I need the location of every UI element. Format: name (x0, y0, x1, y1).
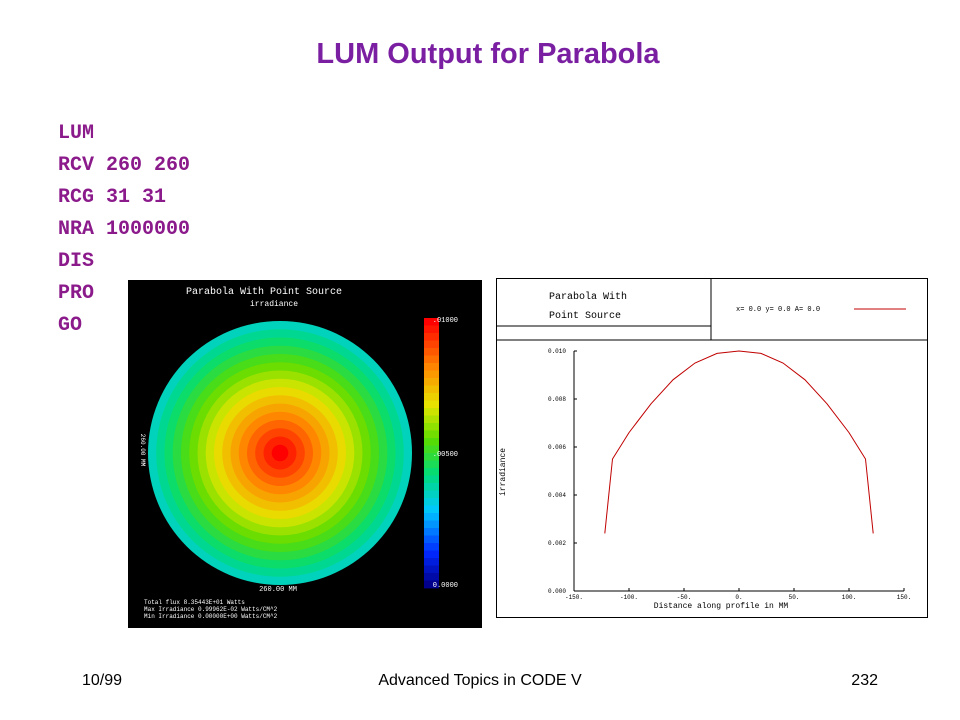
colorbar-tick: 0.0000 (433, 582, 458, 590)
colorbar-segment (424, 378, 439, 386)
colorbar-segment (424, 535, 439, 544)
x-tick-label: 100. (842, 594, 856, 601)
stat-line: Max Irradiance 0.99962E-02 Watts/CM^2 (144, 606, 278, 613)
profile-title-line: Parabola With (549, 291, 627, 303)
slide-title: LUM Output for Parabola (316, 38, 660, 70)
colorbar-segment (424, 325, 439, 334)
heatmap-title: Parabola With Point Source (186, 286, 342, 298)
colorbar-segment (424, 348, 439, 356)
colorbar-segment (424, 385, 439, 394)
colorbar-tick: .00500 (433, 451, 458, 459)
command-line: RCG 31 31 (58, 186, 167, 209)
heatmap-subtitle: irradiance (250, 300, 298, 309)
x-tick-label: 150. (897, 594, 911, 601)
footer-page-number: 232 (851, 672, 878, 689)
command-line: DIS (58, 250, 95, 273)
y-tick-label: 0.004 (548, 492, 566, 499)
colorbar-segment (424, 528, 439, 536)
colorbar-segment (424, 393, 439, 401)
colorbar-segment (424, 505, 439, 514)
colorbar-segment (424, 400, 439, 409)
profile-title-line: Point Source (549, 310, 621, 322)
colorbar-segment (424, 318, 439, 326)
x-tick-label: -50. (677, 594, 691, 601)
colorbar-segment (424, 520, 439, 529)
colorbar-segment (424, 550, 439, 559)
plot-ticks: -150. -100. -50. 0. 50. 100. 150. 0.000 0.002 0.0… (548, 348, 911, 601)
colorbar-tick: .01000 (433, 317, 458, 325)
y-tick-label: 0.010 (548, 348, 566, 355)
colorbar-segment (424, 460, 439, 469)
command-line: PRO (58, 282, 95, 305)
irradiance-ring (271, 444, 289, 462)
colorbar-segment (424, 468, 439, 476)
colorbar-segment (424, 445, 439, 454)
y-tick-label: 0.006 (548, 444, 566, 451)
x-tick-label: 0. (735, 594, 742, 601)
colorbar-segment (424, 483, 439, 491)
irradiance-map: Parabola With Point Source irradiance .0… (139, 286, 458, 620)
colorbar-segment (424, 423, 439, 431)
heatmap-x-label: 260.00 MM (259, 586, 297, 594)
profile-plot-panel: Parabola With Point Source x= 0.0 y= 0.0… (496, 278, 928, 618)
colorbar-segment (424, 490, 439, 499)
y-tick-label: 0.000 (548, 588, 566, 595)
profile-y-label: irradiance (499, 448, 508, 496)
colorbar-segment (424, 370, 439, 379)
colorbar-segment (424, 340, 439, 349)
colorbar-segment (424, 565, 439, 574)
footer-course: Advanced Topics in CODE V (378, 672, 582, 689)
x-tick-label: 50. (789, 594, 800, 601)
colorbar-segment (424, 498, 439, 506)
irradiance-map-panel: Parabola With Point Source irradiance .0… (128, 280, 482, 628)
x-tick-label: -150. (565, 594, 583, 601)
colorbar-segment (424, 438, 439, 446)
y-tick-label: 0.008 (548, 396, 566, 403)
heatmap-y-label: 260.00 MM (139, 434, 146, 467)
colorbar-segment (424, 453, 439, 461)
footer-date: 10/99 (82, 672, 123, 689)
colorbar-segment (424, 415, 439, 424)
series-line (604, 350, 874, 534)
colorbar-segment (424, 355, 439, 364)
command-line: RCV 260 260 (58, 154, 191, 177)
y-tick-label: 0.002 (548, 540, 566, 547)
colorbar-segment (424, 333, 439, 341)
colorbar-segment (424, 573, 439, 581)
colorbar-segment (424, 408, 439, 416)
x-tick-label: -100. (620, 594, 638, 601)
colorbar (424, 318, 439, 589)
colorbar-segment (424, 363, 439, 371)
colorbar-segment (424, 558, 439, 566)
colorbar-segment (424, 430, 439, 439)
colorbar-segment (424, 543, 439, 551)
profile-x-label: Distance along profile in MM (654, 602, 789, 611)
stat-line: Total flux 8.35443E+01 Watts (144, 599, 245, 606)
colorbar-segment (424, 580, 439, 589)
colorbar-segment (424, 475, 439, 484)
profile-plot: Parabola With Point Source x= 0.0 y= 0.0… (496, 278, 928, 618)
command-line: GO (58, 314, 83, 337)
irradiance-rings (148, 321, 412, 585)
stat-line: Min Irradiance 0.00000E+00 Watts/CM^2 (144, 613, 278, 620)
command-list: LUM RCV 260 260 RCG 31 31 NRA 1000000 DI… (58, 118, 190, 342)
colorbar-segment (424, 513, 439, 521)
command-line: LUM (58, 122, 95, 145)
command-line: NRA 1000000 (58, 218, 191, 241)
profile-legend-text: x= 0.0 y= 0.0 A= 0.0 (736, 306, 820, 314)
